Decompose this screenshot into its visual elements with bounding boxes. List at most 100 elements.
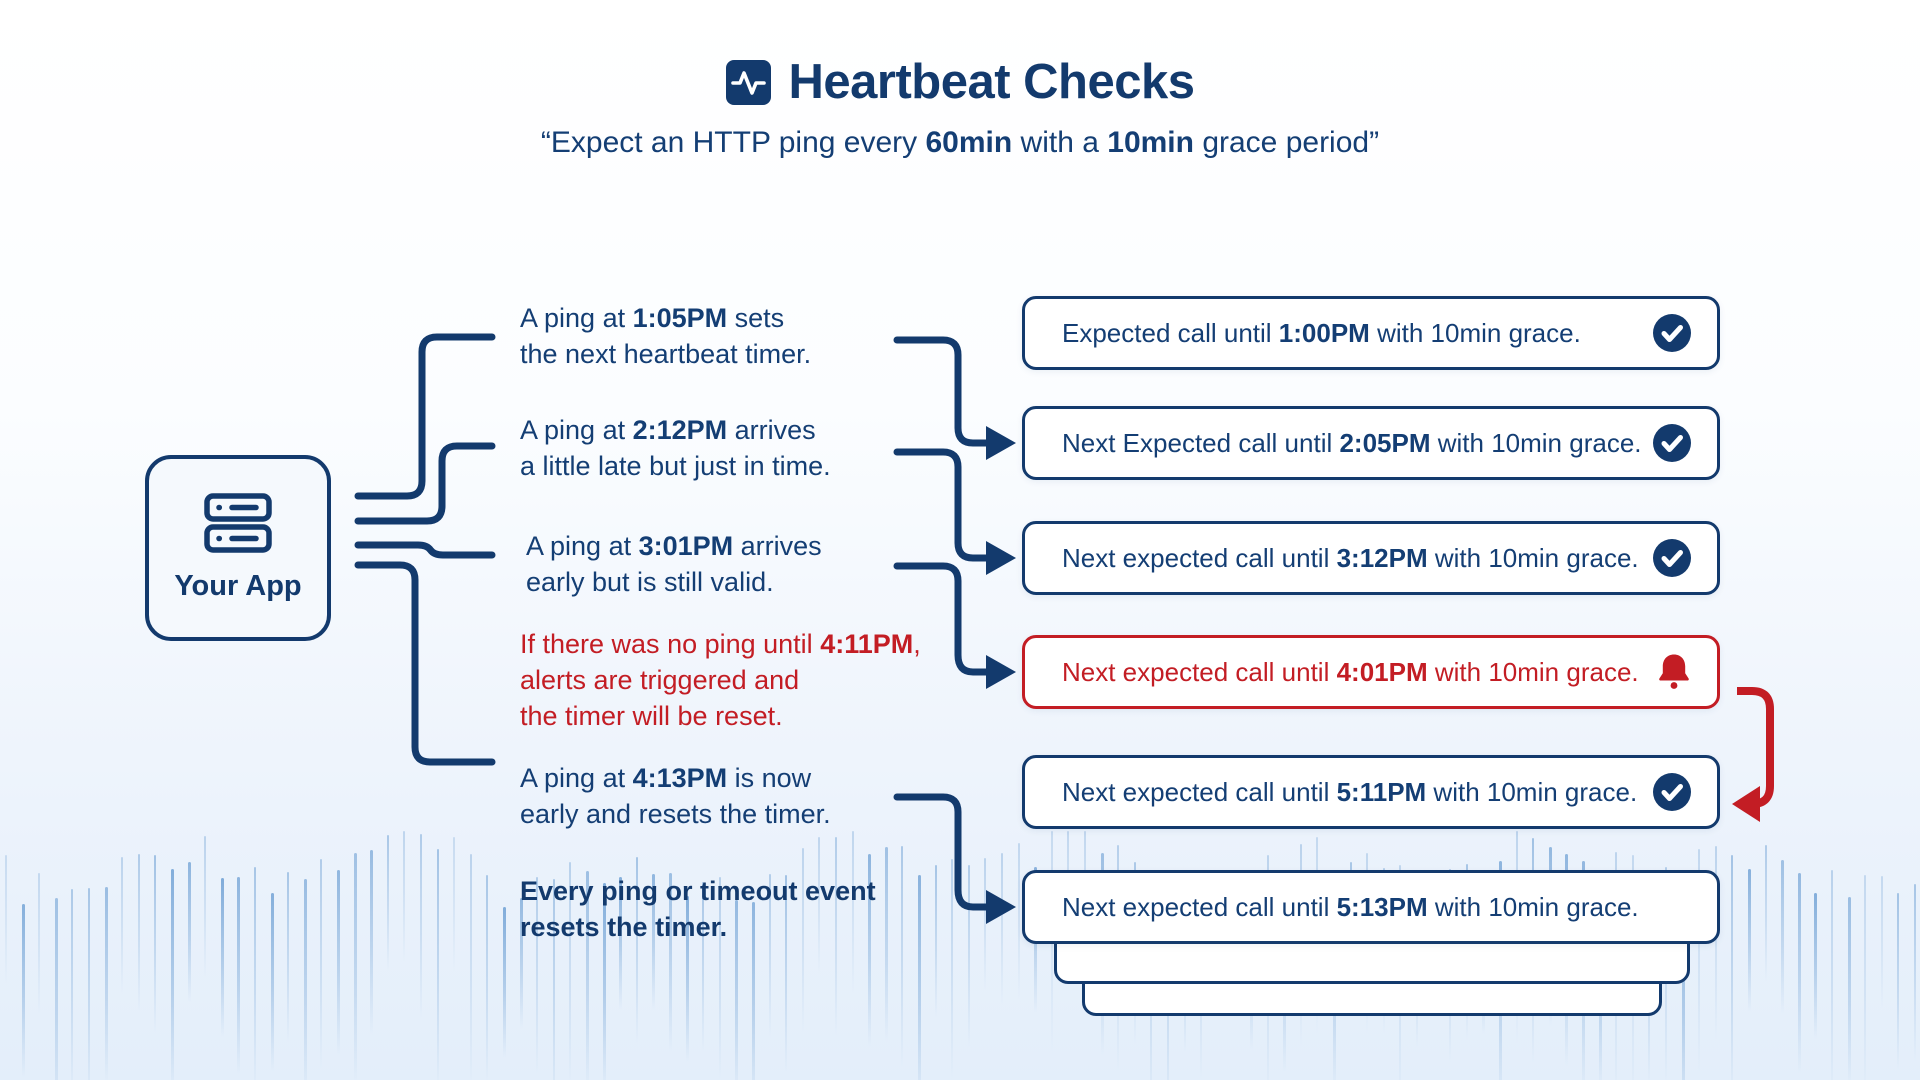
event-note-line: the next heartbeat timer. bbox=[520, 336, 811, 372]
event-note-line: A ping at 3:01PM arrives bbox=[526, 528, 822, 564]
event-note-line: resets the timer. bbox=[520, 909, 876, 945]
event-text: is now bbox=[727, 763, 812, 793]
event-text: sets bbox=[727, 303, 785, 333]
header: Heartbeat Checks “Expect an HTTP ping ev… bbox=[0, 54, 1920, 160]
event-text: early but is still valid. bbox=[526, 567, 774, 597]
check-box-text: Expected call until 1:00PM with 10min gr… bbox=[1062, 318, 1581, 349]
event-note-2: A ping at 2:12PM arrives a little late bu… bbox=[520, 412, 831, 484]
arrowhead-check3 bbox=[986, 541, 1016, 575]
check-time-emphasis: 5:13PM bbox=[1336, 891, 1428, 922]
event-note-line: A ping at 2:12PM arrives bbox=[520, 412, 831, 448]
arrowhead-reset-loop bbox=[1732, 786, 1760, 822]
connector-event2-to-check3 bbox=[893, 448, 990, 562]
check-box-text: Next expected call until 3:12PM with 10m… bbox=[1062, 543, 1639, 574]
subtitle: “Expect an HTTP ping every 60min with a … bbox=[0, 126, 1920, 160]
arrowhead-check2 bbox=[986, 426, 1016, 460]
event-text: resets the timer. bbox=[520, 912, 728, 942]
check-text: Next expected call until bbox=[1062, 776, 1337, 807]
check-text: with 10min grace. bbox=[1430, 427, 1642, 458]
event-text: A ping at bbox=[520, 415, 633, 445]
subtitle-text: “Expect an HTTP ping every bbox=[540, 126, 926, 159]
event-time-emphasis: 4:11PM bbox=[820, 629, 914, 659]
connector-event3-to-check4 bbox=[893, 562, 990, 676]
check-box-4: Next expected call until 4:01PM with 10m… bbox=[1022, 635, 1720, 709]
event-note-line: early but is still valid. bbox=[526, 564, 822, 600]
event-time-emphasis: 2:12PM bbox=[632, 415, 728, 445]
check-time-emphasis: 3:12PM bbox=[1336, 542, 1428, 573]
event-note-4: If there was no ping until 4:11PM, alerts… bbox=[520, 626, 921, 734]
event-note-3: A ping at 3:01PM arrives early but is sti… bbox=[526, 528, 822, 600]
event-time-emphasis: 3:01PM bbox=[638, 531, 734, 561]
event-text: alerts are triggered and bbox=[520, 665, 800, 695]
event-text: the timer will be reset. bbox=[520, 701, 783, 731]
connector-alert-reset-loop bbox=[1737, 687, 1774, 808]
check-circle-icon bbox=[1653, 424, 1691, 462]
event-note-line: alerts are triggered and bbox=[520, 662, 921, 698]
bell-icon bbox=[1657, 653, 1691, 691]
event-note-line: early and resets the timer. bbox=[520, 796, 831, 832]
check-time-emphasis: 1:00PM bbox=[1278, 317, 1370, 348]
subtitle-emphasis: 60min bbox=[925, 126, 1013, 159]
check-box-6: Next expected call until 5:13PM with 10m… bbox=[1022, 870, 1720, 944]
arrowhead-check6 bbox=[986, 890, 1016, 924]
event-note-6: Every ping or timeout event resets the ti… bbox=[520, 873, 876, 945]
event-time-emphasis: 4:13PM bbox=[632, 763, 728, 793]
check-box-1: Expected call until 1:00PM with 10min gr… bbox=[1022, 296, 1720, 370]
event-text: If there was no ping until bbox=[520, 629, 821, 659]
event-note-line: A ping at 4:13PM is now bbox=[520, 760, 831, 796]
event-text: a little late but just in time. bbox=[520, 451, 831, 481]
check-box-text: Next Expected call until 2:05PM with 10m… bbox=[1062, 428, 1642, 459]
arrowhead-check4 bbox=[986, 655, 1016, 689]
connector-event1-to-check2 bbox=[893, 336, 990, 447]
check-text: with 10min grace. bbox=[1427, 891, 1639, 922]
event-note-line: Every ping or timeout event bbox=[520, 873, 876, 909]
check-box-text: Next expected call until 4:01PM with 10m… bbox=[1062, 657, 1639, 688]
check-circle-icon bbox=[1653, 773, 1691, 811]
check-text: with 10min grace. bbox=[1427, 542, 1639, 573]
check-text: with 10min grace. bbox=[1426, 776, 1638, 807]
check-text: Next expected call until bbox=[1062, 656, 1337, 687]
event-note-1: A ping at 1:05PM sets the next heartbeat … bbox=[520, 300, 811, 372]
event-text: A ping at bbox=[520, 303, 633, 333]
check-box-3: Next expected call until 3:12PM with 10m… bbox=[1022, 521, 1720, 595]
activity-icon bbox=[725, 59, 771, 105]
check-circle-icon bbox=[1653, 539, 1691, 577]
connector-app-to-event-1 bbox=[354, 333, 496, 500]
event-text: A ping at bbox=[526, 531, 639, 561]
subtitle-emphasis: 10min bbox=[1107, 126, 1194, 159]
event-text: the next heartbeat timer. bbox=[520, 339, 812, 369]
event-text: early and resets the timer. bbox=[520, 799, 831, 829]
page-title: Heartbeat Checks bbox=[788, 55, 1195, 109]
event-text: A ping at bbox=[520, 763, 633, 793]
event-text: Every ping or timeout event bbox=[520, 876, 876, 906]
subtitle-text: with a bbox=[1012, 126, 1108, 159]
check-time-emphasis: 2:05PM bbox=[1339, 427, 1431, 458]
event-note-line: a little late but just in time. bbox=[520, 448, 831, 484]
event-note-5: A ping at 4:13PM is now early and resets … bbox=[520, 760, 831, 832]
check-box-2: Next Expected call until 2:05PM with 10m… bbox=[1022, 406, 1720, 480]
app-node-label: Your App bbox=[174, 570, 302, 602]
check-circle-icon bbox=[1653, 314, 1691, 352]
check-text: Next expected call until bbox=[1062, 891, 1337, 922]
check-text: Next expected call until bbox=[1062, 542, 1337, 573]
event-text: arrives bbox=[727, 415, 816, 445]
connector-app-to-event-2 bbox=[354, 442, 496, 525]
server-icon bbox=[204, 493, 272, 558]
check-text: Expected call until bbox=[1062, 317, 1279, 348]
event-note-line: A ping at 1:05PM sets bbox=[520, 300, 811, 336]
event-text: , bbox=[913, 629, 921, 659]
title-row: Heartbeat Checks bbox=[0, 54, 1920, 110]
connector-app-to-event-5 bbox=[354, 561, 496, 766]
connector-app-to-event-3 bbox=[354, 541, 496, 559]
event-text: arrives bbox=[733, 531, 822, 561]
check-time-emphasis: 4:01PM bbox=[1336, 656, 1428, 687]
check-text: Next Expected call until bbox=[1062, 427, 1340, 458]
check-text: with 10min grace. bbox=[1427, 656, 1639, 687]
check-text: with 10min grace. bbox=[1369, 317, 1581, 348]
check-box-text: Next expected call until 5:11PM with 10m… bbox=[1062, 777, 1637, 808]
your-app-node: Your App bbox=[145, 455, 331, 641]
check-time-emphasis: 5:11PM bbox=[1336, 776, 1427, 807]
check-box-text: Next expected call until 5:13PM with 10m… bbox=[1062, 892, 1639, 923]
